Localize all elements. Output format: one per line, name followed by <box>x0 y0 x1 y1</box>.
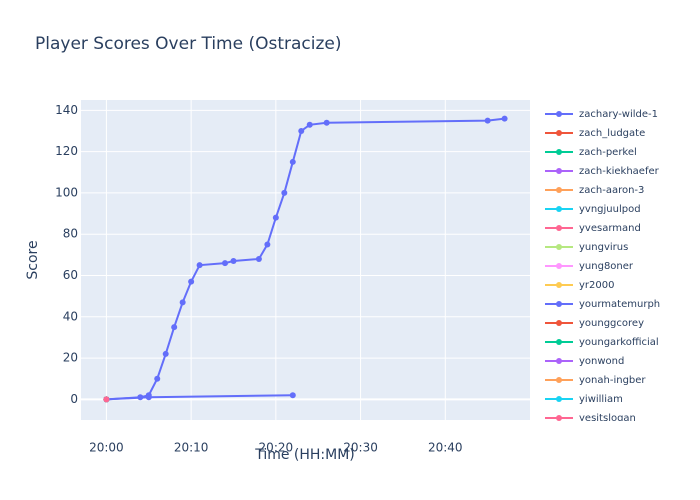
data-point <box>162 350 169 357</box>
y-tick-label: 140 <box>55 103 78 117</box>
x-tick-label: 20:00 <box>89 441 124 455</box>
legend-marker <box>556 130 562 136</box>
data-point <box>255 255 262 262</box>
x-tick-label: 20:10 <box>174 441 209 455</box>
x-axis-label: Time (HH:MM) <box>254 447 355 463</box>
plot-area <box>81 100 530 420</box>
legend-label: zach-perkel <box>579 147 637 158</box>
data-point <box>484 117 491 124</box>
legend-label: zachary-wilde-1 <box>579 109 658 120</box>
y-tick-label: 20 <box>63 351 78 365</box>
data-point <box>298 127 305 134</box>
x-tick-label: 20:40 <box>428 441 463 455</box>
y-axis-label: Score <box>25 240 41 279</box>
y-tick-label: 80 <box>63 227 78 241</box>
x-tick-label: 20:20 <box>259 441 294 455</box>
data-point <box>501 115 508 122</box>
legend-marker <box>556 168 562 174</box>
legend-label: yung8oner <box>579 261 634 272</box>
data-point <box>103 396 110 403</box>
legend-marker <box>556 244 562 250</box>
legend-label: yesitslogan <box>579 413 636 424</box>
legend-marker <box>556 206 562 212</box>
y-tick-label: 60 <box>63 268 78 282</box>
legend-label: yiwilliam <box>579 394 623 405</box>
data-point <box>289 392 296 399</box>
legend-label: yourmatemurph <box>579 299 660 310</box>
legend-marker <box>556 301 562 307</box>
legend-marker <box>556 225 562 231</box>
legend-label: younggcorey <box>579 318 644 329</box>
legend-label: zach-aaron-3 <box>579 185 644 196</box>
legend-marker <box>556 149 562 155</box>
data-point <box>145 394 152 401</box>
data-point <box>306 121 313 128</box>
x-tick-label: 20:30 <box>343 441 378 455</box>
data-point <box>171 324 178 331</box>
legend-label: yvesarmand <box>579 223 641 234</box>
y-tick-label: 0 <box>70 392 78 406</box>
legend-marker <box>556 415 562 421</box>
data-point <box>179 299 186 306</box>
data-point <box>323 119 330 126</box>
legend-marker <box>556 377 562 383</box>
data-point <box>289 158 296 165</box>
legend-label: youngarkofficial <box>579 337 659 348</box>
data-point <box>154 375 161 382</box>
legend-marker <box>556 187 562 193</box>
legend-marker <box>556 111 562 117</box>
y-tick-label: 120 <box>55 144 78 158</box>
legend-marker <box>556 396 562 402</box>
data-point <box>264 241 271 248</box>
y-tick-label: 100 <box>55 185 78 199</box>
legend-label: yonah-ingber <box>579 375 646 386</box>
data-point <box>196 262 203 269</box>
data-point <box>272 214 279 221</box>
legend-marker <box>556 282 562 288</box>
legend-label: yungvirus <box>579 242 628 253</box>
legend-marker <box>556 320 562 326</box>
data-point <box>222 260 229 267</box>
legend-label: zach-kiekhaefer <box>579 166 660 177</box>
legend-label: zach_ludgate <box>579 128 645 139</box>
data-point <box>281 189 288 196</box>
legend-label: yonwond <box>579 356 624 367</box>
data-point <box>188 278 195 285</box>
data-point <box>230 258 237 265</box>
y-tick-label: 40 <box>63 309 78 323</box>
legend-label: yvngjuulpod <box>579 204 641 215</box>
legend-label: yr2000 <box>579 280 614 291</box>
chart-title: Player Scores Over Time (Ostracize) <box>35 34 342 54</box>
legend-marker <box>556 358 562 364</box>
legend-marker <box>556 263 562 269</box>
legend-marker <box>556 339 562 345</box>
